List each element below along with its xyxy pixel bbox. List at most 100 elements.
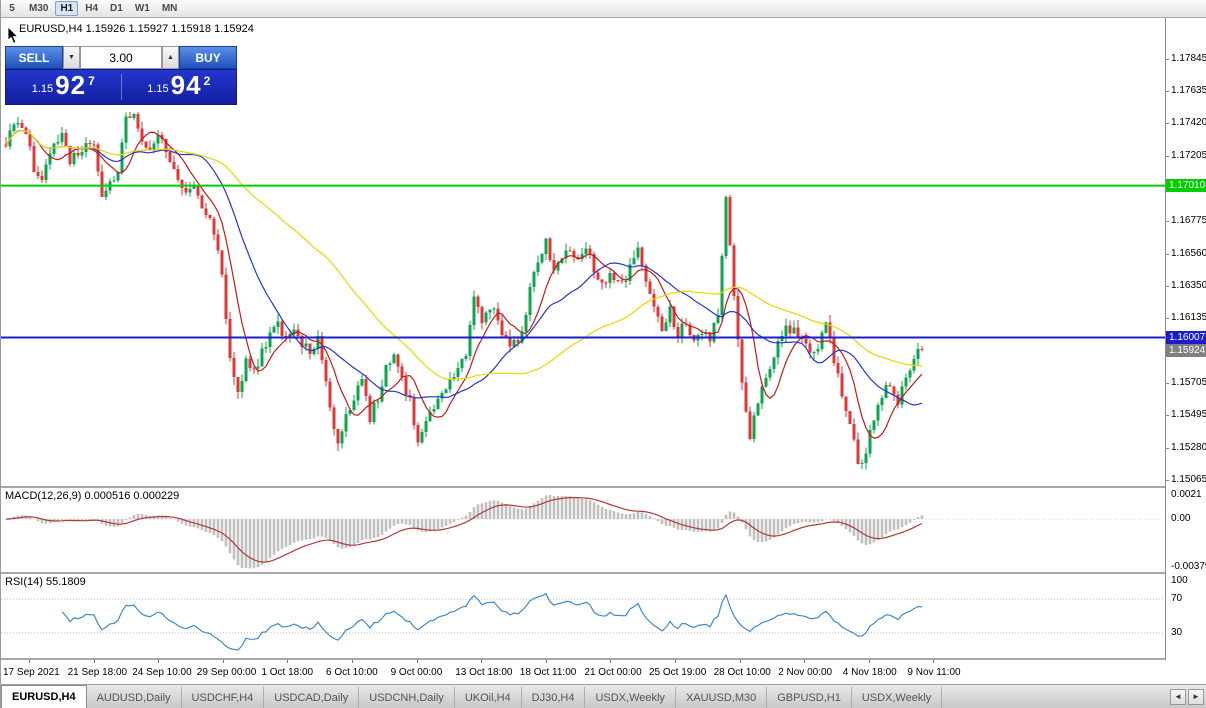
chart-tab-usdchf-h4[interactable]: USDCHF,H4 [182, 687, 265, 708]
price-tick-label: 1.17845 [1171, 53, 1206, 65]
one-click-trading-panel: SELL ▼ 3.00 ▲ BUY 1.15 92 7 1.15 [5, 46, 237, 105]
price-tick-mark [1166, 448, 1169, 449]
price-tick-label: 1.17205 [1171, 150, 1206, 162]
panel-separator[interactable] [1, 486, 1206, 488]
rsi-tick-label: 70 [1171, 593, 1183, 605]
timeframe-toolbar: 5 M30 H1 H4 D1 W1 MN [1, 0, 1206, 18]
chart-tab-audusd-daily[interactable]: AUDUSD,Daily [87, 687, 182, 708]
rsi-tick-label: 100 [1171, 575, 1188, 586]
volume-increase-button[interactable]: ▲ [162, 46, 179, 69]
chart-tab-usdcnh-daily[interactable]: USDCNH,Daily [359, 687, 455, 708]
time-axis-label: 18 Oct 11:00 [519, 667, 577, 678]
time-axis-label: 29 Sep 00:00 [196, 667, 257, 678]
rsi-canvas[interactable] [1, 574, 1165, 658]
time-axis-label: 13 Oct 18:00 [455, 667, 513, 678]
time-axis-tick [933, 660, 935, 663]
main-chart-panel: EURUSD,H4 1.15926 1.15927 1.15918 1.1592… [1, 18, 1165, 486]
price-chart-canvas[interactable] [1, 18, 1165, 486]
time-axis-label: 25 Oct 19:00 [649, 667, 707, 678]
chart-tab-eurusd-h4[interactable]: EURUSD,H4 [1, 685, 87, 708]
chevron-down-icon: ▼ [68, 54, 75, 61]
price-tick-mark [1166, 221, 1169, 222]
time-axis-label: 2 Nov 00:00 [778, 667, 833, 678]
chart-tab-gbpusd-h1[interactable]: GBPUSD,H1 [767, 687, 852, 708]
chart-tab-usdx-weekly[interactable]: USDX,Weekly [585, 687, 676, 708]
chart-tab-xauusd-m30[interactable]: XAUUSD,M30 [676, 687, 768, 708]
price-tick-mark [1166, 286, 1169, 287]
time-axis-tick [158, 660, 160, 663]
mouse-cursor-icon [7, 27, 19, 44]
time-axis-tick [481, 660, 483, 663]
time-axis-tick [287, 660, 289, 663]
price-tick-label: 1.15280 [1171, 441, 1206, 453]
price-tick-mark [1166, 59, 1169, 60]
price-tick-mark [1166, 383, 1169, 384]
panel-separator[interactable] [1, 658, 1206, 660]
chart-tab-dj30-h4[interactable]: DJ30,H4 [522, 687, 586, 708]
timeframe-w1-button[interactable]: W1 [134, 3, 150, 14]
macd-indicator-panel: MACD(12,26,9) 0.000516 0.000229 [1, 488, 1165, 572]
buy-price-display: 1.15 94 2 [122, 69, 237, 101]
price-tick-label: 1.17635 [1171, 84, 1206, 96]
tabs-scroll-right-button[interactable]: ► [1188, 688, 1204, 705]
macd-label: MACD(12,26,9) 0.000516 0.000229 [5, 490, 180, 502]
rsi-indicator-panel: RSI(14) 55.1809 [1, 574, 1165, 658]
bid-ask-display: 1.15 92 7 1.15 94 2 [5, 69, 237, 105]
green-line-price-label: 1.17010 [1166, 179, 1206, 193]
time-axis-label: 28 Oct 10:00 [713, 667, 771, 678]
price-tick-label: 1.15705 [1171, 377, 1206, 389]
time-axis-label: 1 Oct 18:00 [261, 667, 314, 678]
buy-button[interactable]: BUY [179, 46, 237, 69]
macd-tick-label: 0.0021 [1171, 489, 1202, 500]
time-axis-label: 4 Nov 18:00 [842, 667, 897, 678]
macd-tick-label: 0.00 [1171, 513, 1191, 525]
macd-canvas[interactable] [1, 488, 1165, 572]
price-tick-mark [1166, 318, 1169, 319]
chart-tab-usdcad-daily[interactable]: USDCAD,Daily [264, 687, 360, 708]
blue-line-price-label: 1.16007 [1166, 331, 1206, 345]
time-axis-label: 24 Sep 10:00 [132, 667, 192, 678]
chart-tab-ukoil-h4[interactable]: UKOil,H4 [455, 687, 522, 708]
time-axis-label: 6 Oct 10:00 [326, 667, 378, 678]
time-axis-label: 21 Sep 18:00 [67, 667, 128, 678]
timeframe-h4-button[interactable]: H4 [85, 3, 99, 14]
price-tick-mark [1166, 254, 1169, 255]
tabs-scroll-left-button[interactable]: ◄ [1170, 688, 1186, 705]
time-axis-tick [93, 660, 95, 663]
arrow-right-icon: ► [1192, 692, 1200, 701]
chart-tab-usdx-weekly[interactable]: USDX,Weekly [852, 687, 943, 708]
time-axis-tick [352, 660, 353, 663]
price-tick-mark [1166, 480, 1169, 481]
time-axis-label: 9 Nov 11:00 [907, 667, 961, 678]
buy-price-main: 94 [170, 69, 202, 100]
timeframe-5-button[interactable]: 5 [9, 3, 15, 14]
time-axis-tick [804, 660, 806, 663]
time-scale[interactable]: 17 Sep 2021 21 Sep 18:00 24 Sep 10:00 29 Se… [1, 660, 1165, 684]
timeframe-h1-button[interactable]: H1 [55, 1, 79, 16]
price-tick-mark [1166, 415, 1169, 416]
tab-scroll-controls: ◄ ► [1167, 685, 1206, 708]
time-axis-tick [610, 660, 612, 663]
chevron-up-icon: ▲ [167, 54, 174, 61]
rsi-tick-label: 30 [1171, 626, 1183, 638]
symbol-ohlc-line: EURUSD,H4 1.15926 1.15927 1.15918 1.1592… [19, 23, 254, 35]
timeframe-d1-button[interactable]: D1 [110, 3, 123, 14]
price-tick-label: 1.15065 [1171, 474, 1206, 486]
volume-decrease-button[interactable]: ▼ [63, 46, 80, 69]
time-axis-tick [739, 660, 741, 663]
sell-button[interactable]: SELL [5, 46, 63, 69]
buy-price-prefix: 1.15 [147, 82, 169, 95]
chart-tabs-bar: EURUSD,H4 AUDUSD,Daily USDCHF,H4 USDCAD,Dai… [1, 684, 1206, 708]
price-tick-label: 1.16775 [1171, 215, 1206, 227]
time-axis-label: 21 Oct 00:00 [584, 667, 642, 678]
timeframe-mn-button[interactable]: MN [161, 3, 178, 14]
price-scale[interactable]: 1.17845 1.17635 1.17420 1.17205 1.16775 1.165… [1165, 18, 1206, 660]
panel-separator[interactable] [1, 572, 1206, 574]
current-price-label: 1.15924 [1166, 343, 1206, 357]
time-axis-tick [222, 660, 224, 663]
time-axis-label: 17 Sep 2021 [3, 667, 60, 678]
sell-price-pipette: 7 [88, 73, 95, 88]
timeframe-m30-button[interactable]: M30 [29, 3, 49, 14]
volume-input[interactable]: 3.00 [80, 46, 162, 69]
